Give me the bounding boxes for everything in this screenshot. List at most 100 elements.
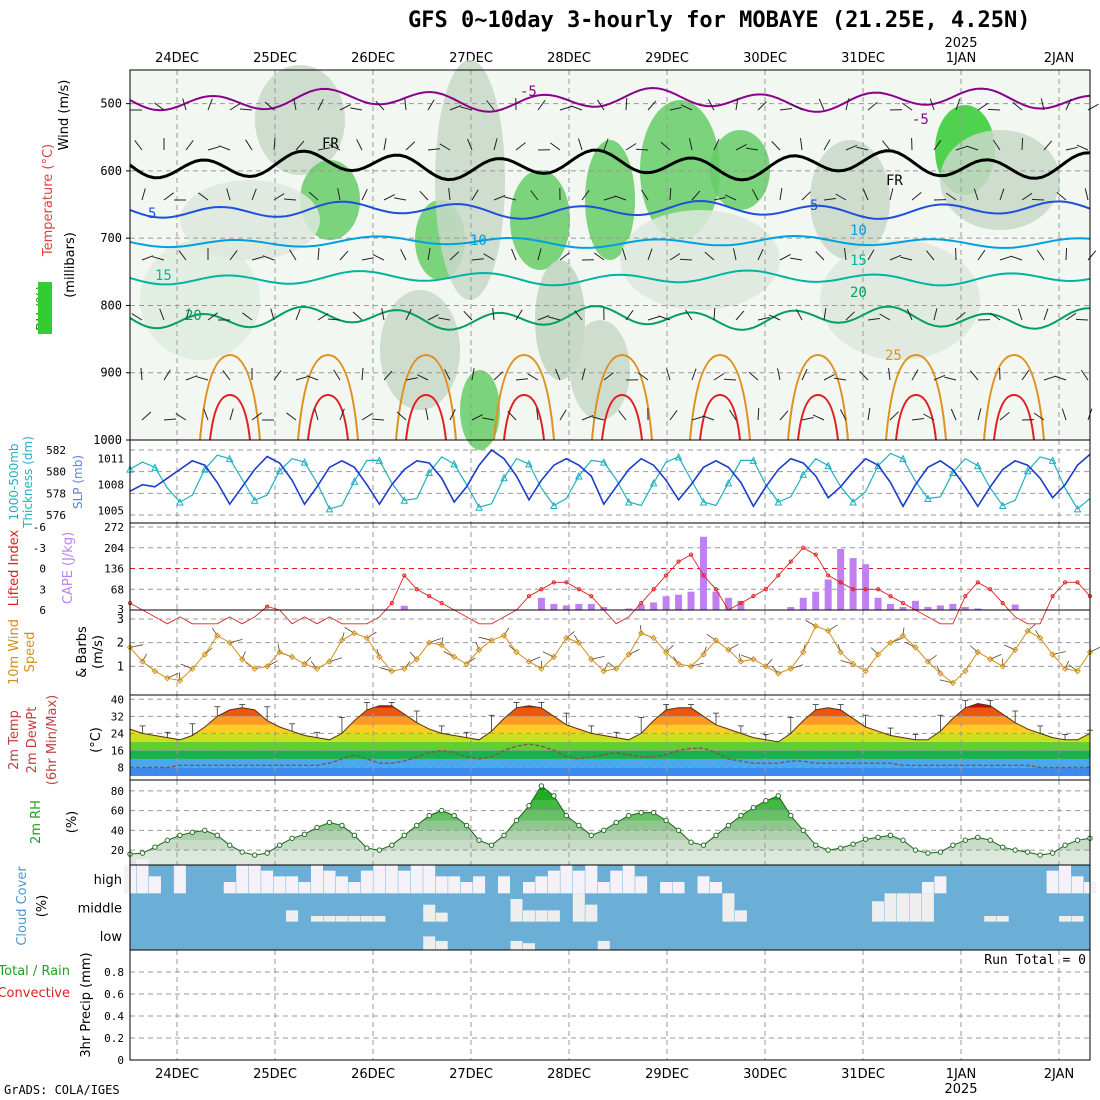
li-point [265, 604, 270, 609]
li-tick-label: 6 [39, 604, 46, 617]
cape-bar [949, 603, 957, 610]
wind10m-point [426, 639, 433, 646]
li-point [1062, 580, 1068, 585]
wind-barb [867, 102, 878, 111]
cloud-high-cell [410, 865, 423, 894]
temp-band [130, 750, 1090, 759]
cloud-mid-cell [872, 901, 885, 922]
wind-barb [791, 103, 803, 111]
wind-barb [702, 415, 715, 421]
rh2m-point [513, 817, 520, 824]
cloud-mid-cell [311, 916, 324, 922]
temp-contour-loop [591, 353, 653, 441]
rh2m-point [862, 836, 869, 842]
rh2m-tick-label: 80 [111, 785, 124, 798]
wind-barb [1065, 312, 1077, 321]
slp-point [400, 496, 409, 504]
li-point [875, 587, 881, 592]
wind10m-point [563, 634, 570, 642]
rh2m-point [713, 832, 719, 839]
rh2m-point [164, 837, 171, 843]
wind-barb [449, 251, 460, 261]
wind-barb [1012, 101, 1023, 111]
wind-barb [449, 408, 456, 421]
li-point [389, 600, 394, 606]
temp-contour-loop [307, 393, 349, 441]
cape-bar [550, 603, 558, 610]
wind-barb [559, 106, 572, 111]
wind-barb [845, 144, 858, 151]
rh-shade [380, 290, 460, 410]
bottom-date-label: 27DEC [449, 1067, 493, 1082]
cloud-high-cell [535, 876, 548, 894]
wind10m-point [837, 648, 844, 656]
wind-barb [492, 308, 495, 321]
li-point [526, 594, 532, 599]
cloud-panel [124, 859, 1096, 950]
li-point [651, 587, 656, 592]
wind-barb [748, 371, 759, 381]
rh-shade [570, 320, 630, 420]
cape-bar [1011, 604, 1019, 610]
cloud-row-label: high [94, 873, 122, 888]
slp-point [200, 464, 209, 473]
rh2m-point [339, 822, 345, 829]
rh-band [130, 850, 1090, 865]
wind-barb [707, 99, 715, 111]
wind10m-point [376, 653, 383, 661]
wind-barb [691, 190, 701, 201]
wind-barb [889, 254, 902, 261]
slp-point [849, 497, 857, 506]
temp-contour-20 [129, 305, 1091, 331]
wind-barb [647, 316, 660, 321]
cloud-mid-cell [884, 893, 897, 922]
wind-barb [945, 192, 957, 201]
wind10m-point [139, 658, 146, 665]
wind-barb [757, 101, 767, 111]
cloud-mid-cell [984, 916, 997, 922]
wind-barb [1065, 247, 1068, 261]
rh2m-point [1049, 850, 1056, 856]
wind-barb [405, 141, 416, 151]
li-point [688, 552, 694, 557]
cloud-mid-cell [1071, 916, 1084, 922]
wind-barb [578, 138, 583, 151]
cloud-high-cell [423, 865, 436, 894]
slp-point [799, 470, 808, 478]
li-point [801, 545, 806, 550]
cape-bar [724, 597, 732, 610]
wind-barb [163, 192, 174, 201]
cape-bar [787, 606, 795, 610]
bottom-date-label: 31DEC [841, 1067, 885, 1082]
wind10m-point [949, 679, 957, 687]
wind-barb [638, 372, 649, 381]
li-point [676, 559, 681, 564]
wind-barb [438, 317, 451, 321]
rh2m-point [451, 812, 457, 819]
rh2m-point [177, 832, 183, 839]
slp-point [1023, 466, 1032, 475]
wind-barb [622, 248, 627, 261]
slp-point [874, 461, 882, 470]
rh-shade [940, 130, 1060, 230]
wind-barb [906, 308, 913, 321]
wind-barb [955, 145, 968, 151]
wind-barb [550, 142, 561, 151]
ylabel-precip: 3hr Precip (mm) [79, 952, 94, 1057]
wind-barb [779, 253, 791, 261]
temp-contour-loop [797, 393, 839, 441]
rh2m-point [775, 793, 782, 799]
wind-barb [823, 308, 827, 321]
rh-band [130, 810, 1090, 821]
wind10m-point [687, 663, 695, 670]
cloud-mid-cell [423, 904, 436, 922]
wind-barb [427, 148, 440, 151]
wind-barb [733, 248, 737, 261]
wind-barb [879, 313, 891, 321]
cloud-mid-cell [572, 893, 585, 922]
wind10m-point [999, 663, 1006, 670]
cloud-low-cell [423, 936, 436, 950]
wind-barb [955, 312, 966, 321]
wind-barb [333, 369, 341, 381]
